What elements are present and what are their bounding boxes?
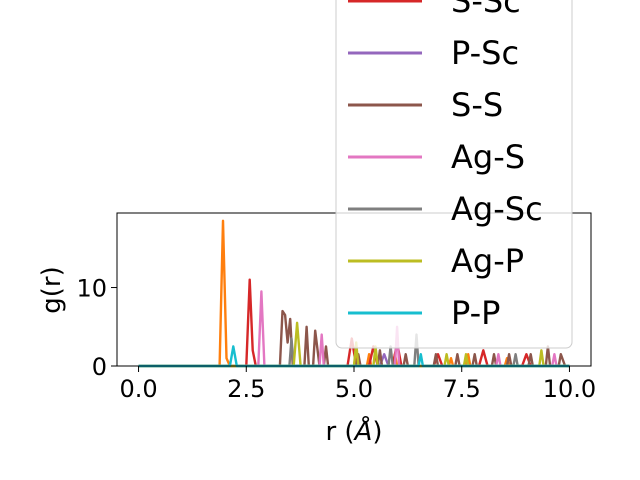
legend-label: S-Sc <box>451 0 521 20</box>
legend-label: Ag-Sc <box>451 190 543 228</box>
x-tick-label: 7.5 <box>443 375 481 403</box>
legend-label: S-S <box>451 86 503 124</box>
y-tick-label: 10 <box>76 275 107 303</box>
x-tick-label: 2.5 <box>227 375 265 403</box>
y-axis-label: g(r) <box>37 266 67 313</box>
x-axis-label: r (Å) <box>325 415 382 447</box>
x-tick-label: 0.0 <box>119 375 157 403</box>
legend-label: Ag-P <box>451 242 524 280</box>
y-tick-label: 0 <box>92 353 107 381</box>
legend-label: P-P <box>451 294 500 332</box>
legend-label: Ag-S <box>451 138 525 176</box>
x-axis: 0.0 2.5 5.0 7.5 10.0 <box>119 366 596 403</box>
x-tick-label: 5.0 <box>335 375 373 403</box>
x-tick-label: 10.0 <box>543 375 596 403</box>
legend: S-Sc P-Sc S-S Ag-S Ag-Sc Ag-P P-P <box>335 0 573 349</box>
legend-label: P-Sc <box>451 34 519 72</box>
y-axis: 0 10 <box>76 275 117 381</box>
